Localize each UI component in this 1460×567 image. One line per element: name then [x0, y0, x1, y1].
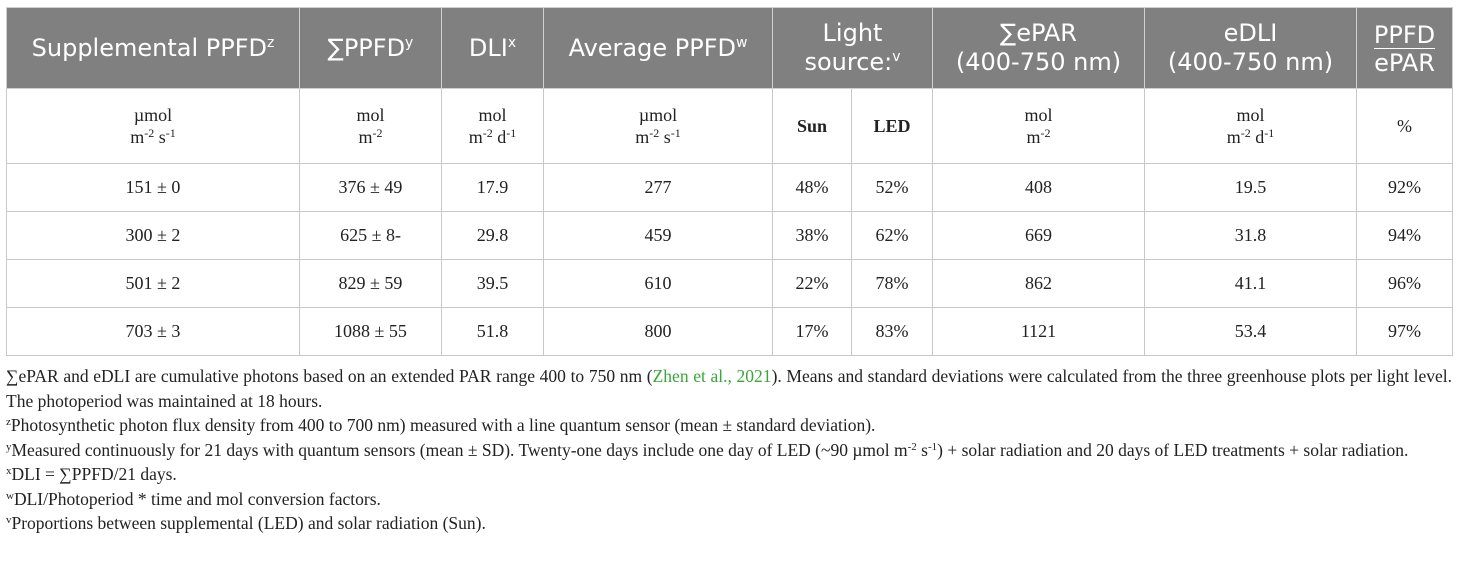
unit-sum-epar: mol m-2 [932, 88, 1145, 164]
cell-led: 83% [851, 307, 933, 356]
header-light-source: Light source:v [772, 7, 933, 89]
cell-led: 52% [851, 163, 933, 212]
unit-ratio: % [1356, 88, 1453, 164]
footnote-w: wDLI/Photoperiod * time and mol conversi… [6, 488, 381, 509]
cell-sun: 48% [772, 163, 852, 212]
cell-ratio: 97% [1356, 307, 1453, 356]
cell-sum-ppfd: 625 ± 8- [299, 211, 442, 260]
data-table-container: Supplemental PPFDz ∑PPFDy DLIx Average P… [6, 7, 1453, 356]
cell-dli: 29.8 [441, 211, 544, 260]
cell-average-ppfd: 277 [543, 163, 773, 212]
cell-edli: 19.5 [1144, 163, 1357, 212]
cell-led: 62% [851, 211, 933, 260]
table-row: 300 ± 2 625 ± 8- 29.8 459 38% 62% 669 31… [6, 211, 1453, 260]
unit-led: LED [851, 88, 933, 164]
cell-dli: 39.5 [441, 259, 544, 308]
table-footnotes: ∑ePAR and eDLI are cumulative photons ba… [6, 364, 1452, 536]
cell-sum-epar: 862 [932, 259, 1145, 308]
cell-dli: 51.8 [441, 307, 544, 356]
footnote-z: zPhotosynthetic photon flux density from… [6, 415, 876, 435]
table-row: 151 ± 0 376 ± 49 17.9 277 48% 52% 408 19… [6, 163, 1453, 212]
cell-led: 78% [851, 259, 933, 308]
cell-supplemental-ppfd: 300 ± 2 [6, 211, 300, 260]
units-row: µmol m-2 s-1 mol m-2 mol m-2 d-1 µmol m-2 s-… [6, 88, 1453, 164]
cell-average-ppfd: 459 [543, 211, 773, 260]
table-row: 501 ± 2 829 ± 59 39.5 610 22% 78% 862 41… [6, 259, 1453, 308]
cell-edli: 41.1 [1144, 259, 1357, 308]
footnote-v: vProportions between supplemental (LED) … [6, 513, 486, 533]
cell-sun: 38% [772, 211, 852, 260]
unit-sun: Sun [772, 88, 852, 164]
footnote-general: ∑ePAR and eDLI are cumulative photons ba… [6, 366, 1452, 411]
header-row: Supplemental PPFDz ∑PPFDy DLIx Average P… [6, 7, 1453, 89]
unit-average-ppfd: µmol m-2 s-1 [543, 88, 773, 164]
data-table: Supplemental PPFDz ∑PPFDy DLIx Average P… [6, 7, 1453, 356]
unit-sum-ppfd: mol m-2 [299, 88, 442, 164]
table-row: 703 ± 3 1088 ± 55 51.8 800 17% 83% 1121 … [6, 307, 1453, 356]
cell-sun: 17% [772, 307, 852, 356]
header-dli: DLIx [441, 7, 544, 89]
header-sum-epar: ∑ePAR (400-750 nm) [932, 7, 1145, 89]
cell-sum-ppfd: 1088 ± 55 [299, 307, 442, 356]
cell-edli: 31.8 [1144, 211, 1357, 260]
cell-average-ppfd: 800 [543, 307, 773, 356]
header-average-ppfd: Average PPFDw [543, 7, 773, 89]
header-edli: eDLI (400-750 nm) [1144, 7, 1357, 89]
ratio-denominator: ePAR [1374, 48, 1435, 77]
cell-dli: 17.9 [441, 163, 544, 212]
unit-edli: mol m-2 d-1 [1144, 88, 1357, 164]
cell-sun: 22% [772, 259, 852, 308]
unit-dli: mol m-2 d-1 [441, 88, 544, 164]
cell-supplemental-ppfd: 703 ± 3 [6, 307, 300, 356]
ratio-numerator: PPFD [1373, 20, 1436, 49]
unit-supplemental-ppfd: µmol m-2 s-1 [6, 88, 300, 164]
cell-ratio: 92% [1356, 163, 1453, 212]
cell-sum-ppfd: 829 ± 59 [299, 259, 442, 308]
citation-link[interactable]: Zhen et al., 2021 [652, 366, 772, 386]
cell-supplemental-ppfd: 501 ± 2 [6, 259, 300, 308]
header-ppfd-epar-ratio: PPFD ePAR [1356, 7, 1453, 89]
header-sum-ppfd: ∑PPFDy [299, 7, 442, 89]
cell-sum-epar: 408 [932, 163, 1145, 212]
cell-ratio: 96% [1356, 259, 1453, 308]
cell-sum-epar: 1121 [932, 307, 1145, 356]
footnote-y: yMeasured continuously for 21 days with … [6, 439, 1409, 460]
header-supplemental-ppfd: Supplemental PPFDz [6, 7, 300, 89]
footnote-x: xDLI = ∑PPFD/21 days. [6, 464, 177, 484]
cell-sum-ppfd: 376 ± 49 [299, 163, 442, 212]
cell-ratio: 94% [1356, 211, 1453, 260]
cell-supplemental-ppfd: 151 ± 0 [6, 163, 300, 212]
cell-average-ppfd: 610 [543, 259, 773, 308]
cell-edli: 53.4 [1144, 307, 1357, 356]
cell-sum-epar: 669 [932, 211, 1145, 260]
